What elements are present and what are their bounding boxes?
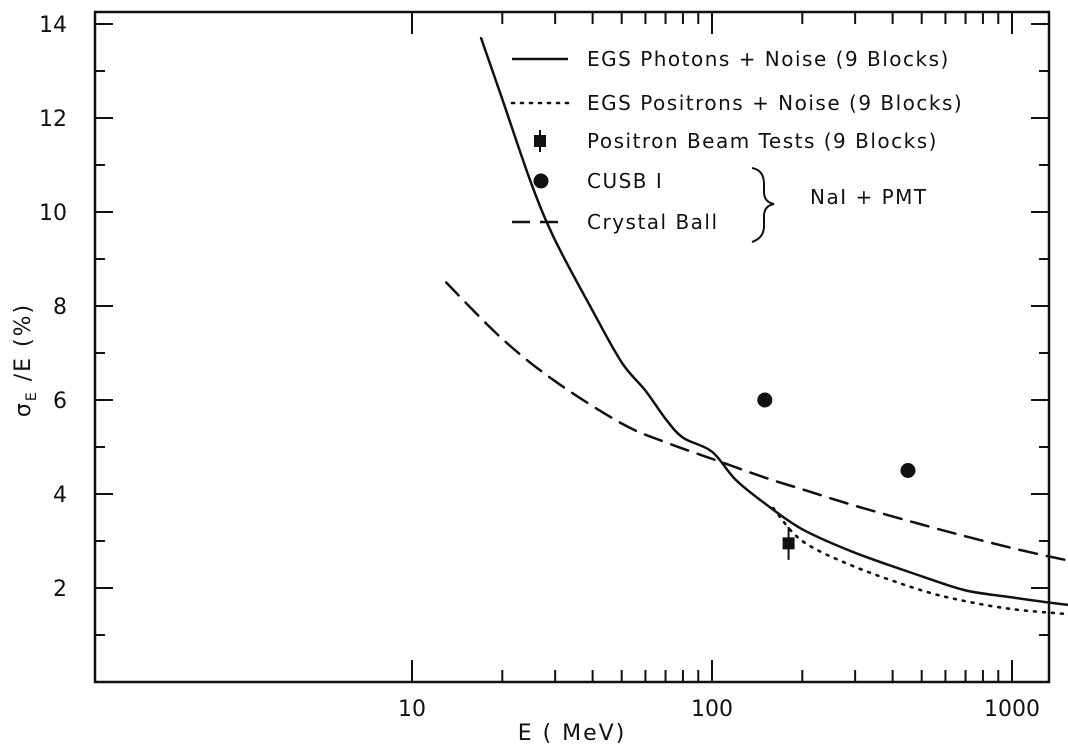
legend: EGS Photons + Noise (9 Blocks) EGS Positr… [510,47,963,243]
y-tick-label: 4 [53,483,67,508]
x-tick-label: 100 [691,697,733,722]
tick-labels: 10100100050002468101214 [39,13,1040,722]
data-point-circle [900,463,916,478]
legend-brace [751,167,775,243]
data-point-circle [757,392,773,408]
axis-ticks [95,12,1049,682]
series-line-solid [479,36,1068,607]
legend-label: EGS Photons + Noise (9 Blocks) [587,47,950,71]
legend-label: Positron Beam Tests (9 Blocks) [587,129,938,153]
y-tick-label: 12 [39,107,67,132]
y-tick-label: 10 [39,201,67,226]
y-tick-label: 14 [39,13,67,38]
y-tick-label: 8 [53,295,67,320]
legend-bracket-label: NaI + PMT [810,185,928,209]
y-tick-label: 2 [53,577,67,602]
x-tick-label: 10 [398,697,426,722]
y-axis-label: σE /E (%) [11,303,40,417]
legend-label: Crystal Ball [587,210,719,234]
x-axis-label: E ( MeV) [518,721,627,746]
plot-frame [93,10,1051,684]
data-point-square [782,537,795,550]
y-axis-label-sub: E [24,390,40,401]
y-axis-label-rest: /E (%) [11,303,36,390]
legend-label: CUSB I [587,169,663,193]
series-layer [444,36,1068,616]
x-tick-label: 1000 [984,697,1040,722]
legend-circle-marker [533,173,549,189]
legend-label: EGS Positrons + Noise (9 Blocks) [587,91,963,115]
series-line-dashed [444,281,1068,562]
svg-text:σE /E (%): σE /E (%) [11,303,40,417]
y-tick-label: 6 [53,389,67,414]
legend-square-marker [534,135,546,147]
